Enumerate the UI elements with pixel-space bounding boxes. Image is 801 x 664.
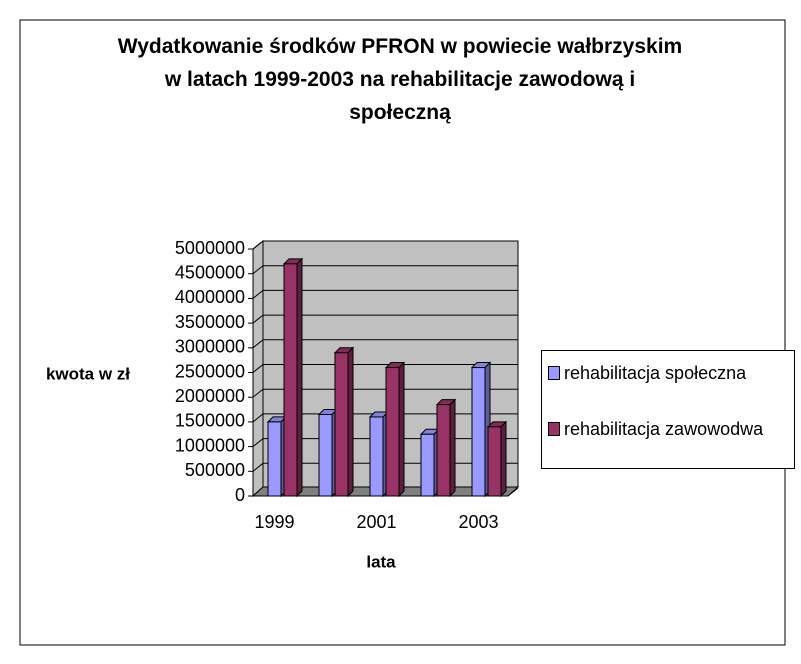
grid-line (252, 289, 518, 299)
y-tick-label: 2000000 (175, 386, 245, 406)
bar-side (398, 361, 405, 498)
legend: rehabilitacja społeczna rehabilitacja zaw… (541, 350, 795, 469)
bar (283, 263, 298, 497)
bar (369, 416, 384, 497)
bar (436, 404, 451, 497)
y-axis-label: kwota w zł (46, 364, 130, 383)
grid-line (252, 240, 518, 250)
grid-line (252, 314, 518, 324)
bar-side (296, 257, 303, 498)
y-tick-label: 500000 (185, 460, 245, 480)
x-tick-label: 2001 (356, 512, 396, 532)
grid-line (252, 339, 518, 349)
y-tick-label: 4000000 (175, 287, 245, 307)
grid-line (252, 364, 518, 373)
bar-side (449, 398, 456, 498)
y-tick-label: 4500000 (175, 262, 245, 282)
bar-side (500, 420, 507, 498)
grid-line (252, 413, 518, 423)
bar (267, 421, 282, 497)
bar (334, 352, 349, 497)
legend-label: rehabilitacja społeczna (564, 363, 747, 383)
chart-title: Wydatkowanie środków PFRON w powiecie wa… (118, 35, 682, 124)
bar (385, 367, 400, 497)
legend-swatch (548, 422, 560, 436)
y-tick-label: 3000000 (175, 337, 245, 357)
x-tick-label: 2003 (458, 512, 498, 532)
legend-item: rehabilitacja społeczna (548, 361, 792, 385)
grid-line (252, 388, 518, 398)
x-tick-label: 1999 (254, 512, 294, 532)
x-axis-label: lata (366, 552, 396, 571)
bar (471, 367, 486, 497)
bar (487, 426, 502, 497)
y-tick-label: 1500000 (175, 411, 245, 431)
bar (318, 413, 333, 497)
legend-label: rehabilitacja zawowodwa (564, 419, 764, 439)
y-tick-label: 0 (235, 485, 245, 505)
legend-item: rehabilitacja zawowodwa (548, 417, 792, 441)
legend-swatch (548, 366, 560, 380)
bar (420, 433, 435, 497)
y-tick-label: 5000000 (175, 238, 245, 258)
y-tick-label: 2500000 (175, 361, 245, 381)
y-tick-label: 3500000 (175, 312, 245, 332)
y-tick-label: 1000000 (175, 435, 245, 455)
bar-side (347, 346, 354, 498)
grid-line (252, 265, 518, 275)
